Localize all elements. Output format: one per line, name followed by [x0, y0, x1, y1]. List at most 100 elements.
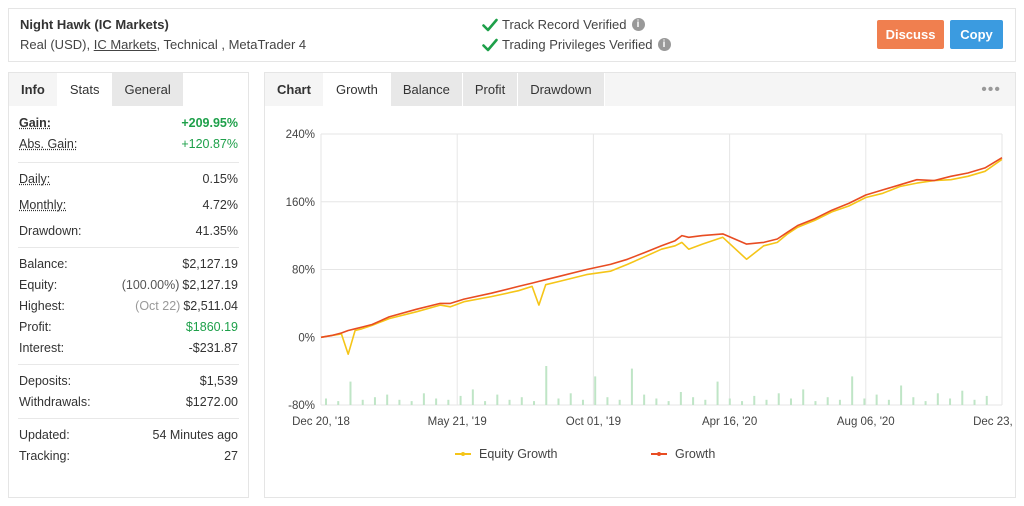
trading-privileges-verified: Trading Privileges Verified i — [482, 37, 671, 52]
volume-bar — [692, 397, 695, 405]
stat-value: 0.15% — [202, 172, 238, 186]
y-tick-label: 80% — [292, 265, 315, 277]
y-tick-label: 240% — [286, 129, 315, 141]
stat-label: Withdrawals: — [19, 395, 91, 409]
volume-bar — [949, 398, 952, 405]
chart-series — [320, 157, 1003, 355]
stat-label: Tracking: — [19, 449, 70, 463]
series-line — [320, 158, 1003, 355]
stat-value: $1860.19 — [185, 320, 238, 334]
volume-bar — [361, 399, 364, 405]
volume-bar — [875, 394, 878, 405]
chart-grid — [320, 133, 1003, 406]
tab-info[interactable]: Info — [9, 73, 58, 106]
volume-bar — [422, 393, 425, 405]
stat-value: $1,539 — [199, 374, 238, 388]
stat-value: (Oct 22) $2,511.04 — [135, 299, 238, 313]
volume-bar — [936, 393, 939, 405]
x-tick-label: Dec 20, '18 — [292, 416, 350, 428]
stats-list: Gain: +209.95% Abs. Gain: +120.87% Daily… — [18, 113, 239, 467]
stat-balance: Balance: $2,127.19 — [18, 254, 239, 275]
stat-updated: Updated: 54 Minutes ago — [18, 425, 239, 446]
stat-value: $2,127.19 — [182, 257, 238, 271]
stat-abs-gain: Abs. Gain: +120.87% — [18, 134, 239, 158]
legend-label: Growth — [675, 447, 715, 461]
volume-bar — [373, 397, 376, 405]
stat-label: Equity: — [19, 278, 58, 292]
volume-bar — [435, 398, 438, 405]
volume-bar — [569, 393, 572, 405]
stat-label[interactable]: Abs. Gain: — [19, 137, 78, 151]
volume-bar — [900, 385, 903, 405]
stat-label[interactable]: Daily: — [19, 172, 51, 186]
chart-legend: Equity Growth Growth — [455, 447, 715, 461]
volume-bar — [716, 381, 719, 405]
track-record-label: Track Record Verified — [502, 17, 627, 32]
broker-link[interactable]: IC Markets — [93, 37, 157, 52]
tab-chart[interactable]: Chart — [265, 73, 324, 106]
volume-bar — [826, 397, 829, 405]
volume-bar — [447, 399, 450, 405]
system-name: Night Hawk (IC Markets) — [20, 17, 169, 32]
tab-drawdown[interactable]: Drawdown — [518, 73, 605, 106]
track-record-verified: Track Record Verified i — [482, 17, 645, 32]
volume-bar — [961, 390, 964, 405]
discuss-button[interactable]: Discuss — [877, 20, 944, 49]
volume-bar — [863, 398, 866, 405]
volume-bar — [594, 376, 597, 405]
x-tick-label: Dec 23, '20 — [973, 416, 1015, 428]
volume-bar — [679, 392, 682, 405]
volume-bar — [973, 399, 976, 405]
volume-bars — [325, 366, 988, 405]
stat-label: Deposits: — [19, 374, 72, 388]
volume-bar — [777, 393, 780, 405]
stat-label[interactable]: Gain: — [19, 116, 51, 130]
stat-equity: Equity: (100.00%) $2,127.19 — [18, 275, 239, 296]
info-icon[interactable]: i — [657, 38, 671, 51]
tab-profit[interactable]: Profit — [462, 73, 519, 106]
copy-button[interactable]: Copy — [950, 20, 1003, 49]
stat-amount: $2,127.19 — [182, 278, 238, 292]
stat-tracking: Tracking: 27 — [18, 446, 239, 467]
stat-label: Interest: — [19, 341, 65, 355]
stat-profit: Profit: $1860.19 — [18, 317, 239, 338]
info-icon[interactable]: i — [631, 18, 645, 31]
y-tick-label: -80% — [288, 400, 315, 412]
volume-bar — [496, 394, 499, 405]
stats-panel: Info Stats General Gain: +209.95% Abs. G… — [8, 72, 249, 498]
volume-bar — [741, 401, 744, 405]
volume-bar — [814, 401, 817, 405]
tab-balance[interactable]: Balance — [390, 73, 463, 106]
stat-label: Profit: — [19, 320, 52, 334]
stat-interest: Interest: -$231.87 — [18, 338, 239, 360]
more-options-icon[interactable]: ••• — [981, 81, 1001, 98]
volume-bar — [398, 399, 401, 405]
legend-item[interactable]: Growth — [651, 447, 715, 461]
trading-privileges-label: Trading Privileges Verified — [502, 37, 653, 52]
stats-tabs: Info Stats General — [9, 73, 184, 106]
volume-bar — [802, 389, 805, 405]
stat-label: Balance: — [19, 257, 68, 271]
volume-bar — [520, 397, 523, 405]
system-meta-rest: , Technical , MetaTrader 4 — [156, 37, 307, 52]
divider — [18, 418, 239, 419]
y-tick-label: 0% — [298, 332, 315, 344]
volume-bar — [545, 366, 548, 405]
volume-bar — [887, 399, 890, 405]
x-tick-label: Aug 06, '20 — [837, 416, 895, 428]
stat-label: Updated: — [19, 428, 70, 442]
stat-monthly: Monthly: 4.72% — [18, 195, 239, 221]
tab-stats[interactable]: Stats — [57, 73, 113, 106]
legend-label: Equity Growth — [479, 447, 558, 461]
tab-general[interactable]: General — [112, 73, 184, 106]
volume-bar — [912, 397, 915, 405]
stat-label: Highest: — [19, 299, 65, 313]
chart-tabs: Chart Growth Balance Profit Drawdown — [265, 73, 605, 106]
volume-bar — [655, 398, 658, 405]
legend-item[interactable]: Equity Growth — [455, 447, 558, 461]
volume-bar — [533, 401, 536, 405]
tab-growth[interactable]: Growth — [323, 73, 391, 106]
stat-label[interactable]: Monthly: — [19, 198, 67, 212]
legend-marker — [461, 452, 465, 456]
volume-bar — [630, 368, 633, 405]
